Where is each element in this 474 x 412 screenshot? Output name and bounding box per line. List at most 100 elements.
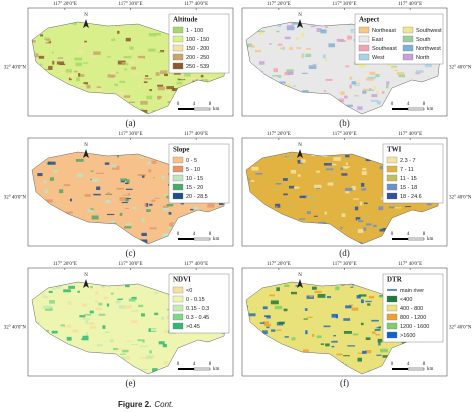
area-texture (356, 276, 361, 280)
area-texture (103, 296, 109, 300)
area-texture (344, 283, 353, 287)
area-texture (159, 70, 168, 75)
area-texture (278, 321, 285, 325)
area-texture (104, 365, 111, 369)
area-texture (145, 355, 153, 360)
area-texture (168, 140, 172, 143)
north-label: N (298, 273, 302, 278)
area-texture (163, 54, 166, 58)
area-texture (116, 187, 124, 190)
area-texture (275, 182, 282, 185)
area-texture (154, 197, 160, 199)
area-texture (332, 366, 338, 369)
area-texture (155, 280, 158, 281)
area-texture (197, 365, 200, 369)
area-texture (132, 276, 135, 278)
area-texture (338, 98, 345, 103)
area-texture (325, 168, 334, 171)
area-texture (162, 175, 165, 180)
area-texture (137, 174, 146, 177)
area-texture (301, 32, 305, 37)
legend-label: 11 - 15 (400, 176, 417, 182)
area-texture (178, 346, 187, 351)
area-texture (339, 346, 342, 350)
area-texture (305, 152, 311, 154)
area-texture (68, 77, 72, 81)
area-texture (115, 39, 124, 43)
scale-bar (193, 367, 211, 371)
legend-label: Northwest (416, 46, 441, 52)
area-texture (331, 345, 335, 348)
area-texture (410, 81, 415, 86)
area-texture (115, 231, 120, 236)
area-texture (190, 77, 197, 81)
area-texture (415, 72, 421, 75)
area-texture (413, 218, 420, 222)
area-texture (138, 89, 144, 92)
area-texture (290, 228, 294, 231)
area-texture (371, 274, 375, 277)
area-texture (94, 145, 97, 148)
area-texture (336, 15, 338, 17)
area-texture (248, 237, 255, 241)
area-texture (84, 233, 87, 237)
area-texture (360, 282, 367, 286)
area-texture (218, 202, 224, 206)
north-arrow (83, 149, 89, 158)
legend-label: South (416, 37, 430, 43)
legend-label: East (372, 37, 383, 43)
legend-swatch (172, 62, 184, 70)
area-texture (393, 207, 402, 209)
area-texture (186, 110, 192, 112)
area-texture (380, 348, 388, 353)
area-texture (325, 322, 330, 326)
legend-swatch (402, 35, 414, 43)
area-texture (360, 182, 365, 187)
area-texture (268, 358, 275, 362)
area-texture (347, 35, 352, 40)
area-outline (31, 21, 227, 115)
area-texture (205, 93, 212, 98)
area-texture (443, 20, 449, 23)
area-texture (49, 106, 57, 110)
legend-title: Aspect (359, 16, 380, 24)
area-texture (375, 333, 380, 336)
area-texture (106, 303, 110, 307)
area-texture (262, 306, 268, 310)
area-texture (125, 188, 133, 190)
area-texture (121, 201, 128, 204)
area-texture (259, 215, 265, 218)
area-texture (327, 268, 334, 272)
area-texture (316, 27, 322, 32)
area-texture (64, 211, 73, 214)
area-texture (186, 345, 193, 349)
legend-swatch (386, 165, 398, 173)
area-texture (359, 201, 363, 206)
area-texture (96, 172, 104, 174)
area-texture (108, 29, 111, 31)
area-texture (344, 187, 353, 192)
area-texture (64, 269, 70, 272)
area-texture (290, 271, 297, 272)
legend-swatch (172, 35, 184, 43)
area-texture (197, 346, 202, 348)
area-texture (387, 63, 391, 67)
area-texture (139, 336, 142, 339)
area-texture (258, 98, 263, 101)
area-texture (286, 156, 294, 160)
area-texture (124, 68, 128, 71)
area-texture (69, 9, 71, 12)
area-texture (310, 25, 316, 28)
area-texture (247, 221, 256, 224)
area-texture (338, 243, 345, 244)
area-texture (257, 73, 262, 75)
area-texture (266, 12, 271, 15)
area-texture (345, 191, 350, 194)
area-texture (96, 98, 101, 100)
area-texture (105, 152, 111, 155)
area-texture (246, 297, 251, 302)
area-texture (153, 67, 162, 71)
area-texture (271, 347, 277, 351)
area-texture (196, 345, 200, 348)
area-texture (446, 308, 453, 310)
